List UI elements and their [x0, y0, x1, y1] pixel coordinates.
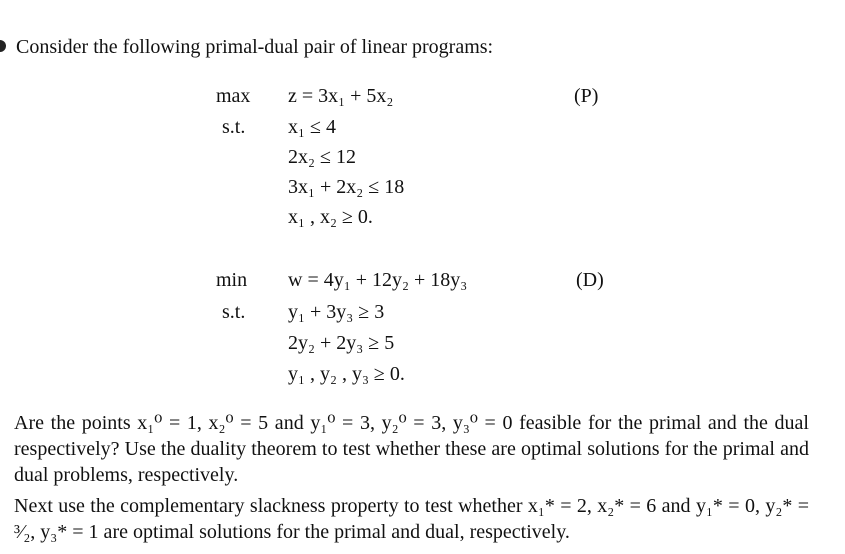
constraint-line: z = 3x₁ + 5x₂: [288, 85, 394, 107]
tag: (P): [574, 85, 599, 107]
bullet: [0, 40, 6, 52]
constraint-line: y₁ , y₂ , y₃ ≥ 0.: [288, 363, 405, 385]
paragraph: Next use the complementary slackness pro…: [14, 495, 809, 543]
constraint-line: y₁ + 3y₃ ≥ 3: [288, 301, 385, 323]
constraint-line: x₁ ≤ 4: [288, 116, 336, 138]
intro: Consider the following primal-dual pair …: [16, 36, 494, 58]
constraint-line: x₁ , x₂ ≥ 0.: [288, 206, 373, 228]
constraints-label: s.t.: [222, 116, 246, 138]
paragraph: Are the points x₁⁰ = 1, x₂⁰ = 5 and y₁⁰ …: [14, 412, 809, 486]
objective-label: max: [216, 85, 251, 107]
objective-label: min: [216, 269, 248, 291]
constraint-line: 3x₁ + 2x₂ ≤ 18: [288, 176, 405, 198]
constraint-line: 2x₂ ≤ 12: [288, 146, 356, 168]
constraints-label: s.t.: [222, 301, 246, 323]
constraint-line: w = 4y₁ + 12y₂ + 18y₃: [288, 269, 468, 291]
constraint-line: 2y₂ + 2y₃ ≥ 5: [288, 332, 395, 354]
tag: (D): [576, 269, 604, 291]
